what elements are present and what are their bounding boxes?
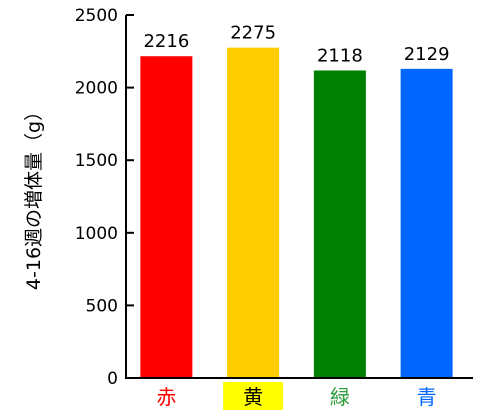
category-label-1: 赤	[156, 385, 176, 409]
data-label-3: 2118	[317, 45, 363, 66]
y-axis-title-group: 4-16週の増体量（g）	[23, 102, 45, 290]
y-tick-label: 0	[107, 369, 118, 389]
bar-2	[227, 47, 280, 379]
y-axis-title: 4-16週の増体量（g）	[23, 102, 45, 290]
bar-3	[313, 70, 366, 378]
y-tick-label: 1000	[75, 224, 118, 244]
y-axis-ticks: 0 500 1000 1500 2000 2500	[75, 6, 134, 389]
data-labels: 2216 2275 2118 2129	[143, 23, 449, 67]
category-label-4: 青	[417, 385, 437, 409]
data-label-2: 2275	[230, 23, 276, 44]
category-label-highlight	[223, 382, 284, 410]
y-tick-label: 2000	[75, 79, 118, 99]
y-tick-label: 500	[86, 296, 118, 316]
y-tick-label: 2500	[75, 6, 118, 26]
bar-1	[140, 56, 193, 378]
bar-4	[400, 68, 453, 378]
y-tick-label: 1500	[75, 151, 118, 171]
category-labels: 赤黄緑青	[156, 382, 437, 410]
category-label-2: 黄	[243, 385, 263, 409]
data-label-1: 2216	[143, 31, 189, 52]
data-label-4: 2129	[404, 44, 450, 65]
category-label-3: 緑	[330, 385, 350, 409]
bars	[140, 47, 453, 379]
